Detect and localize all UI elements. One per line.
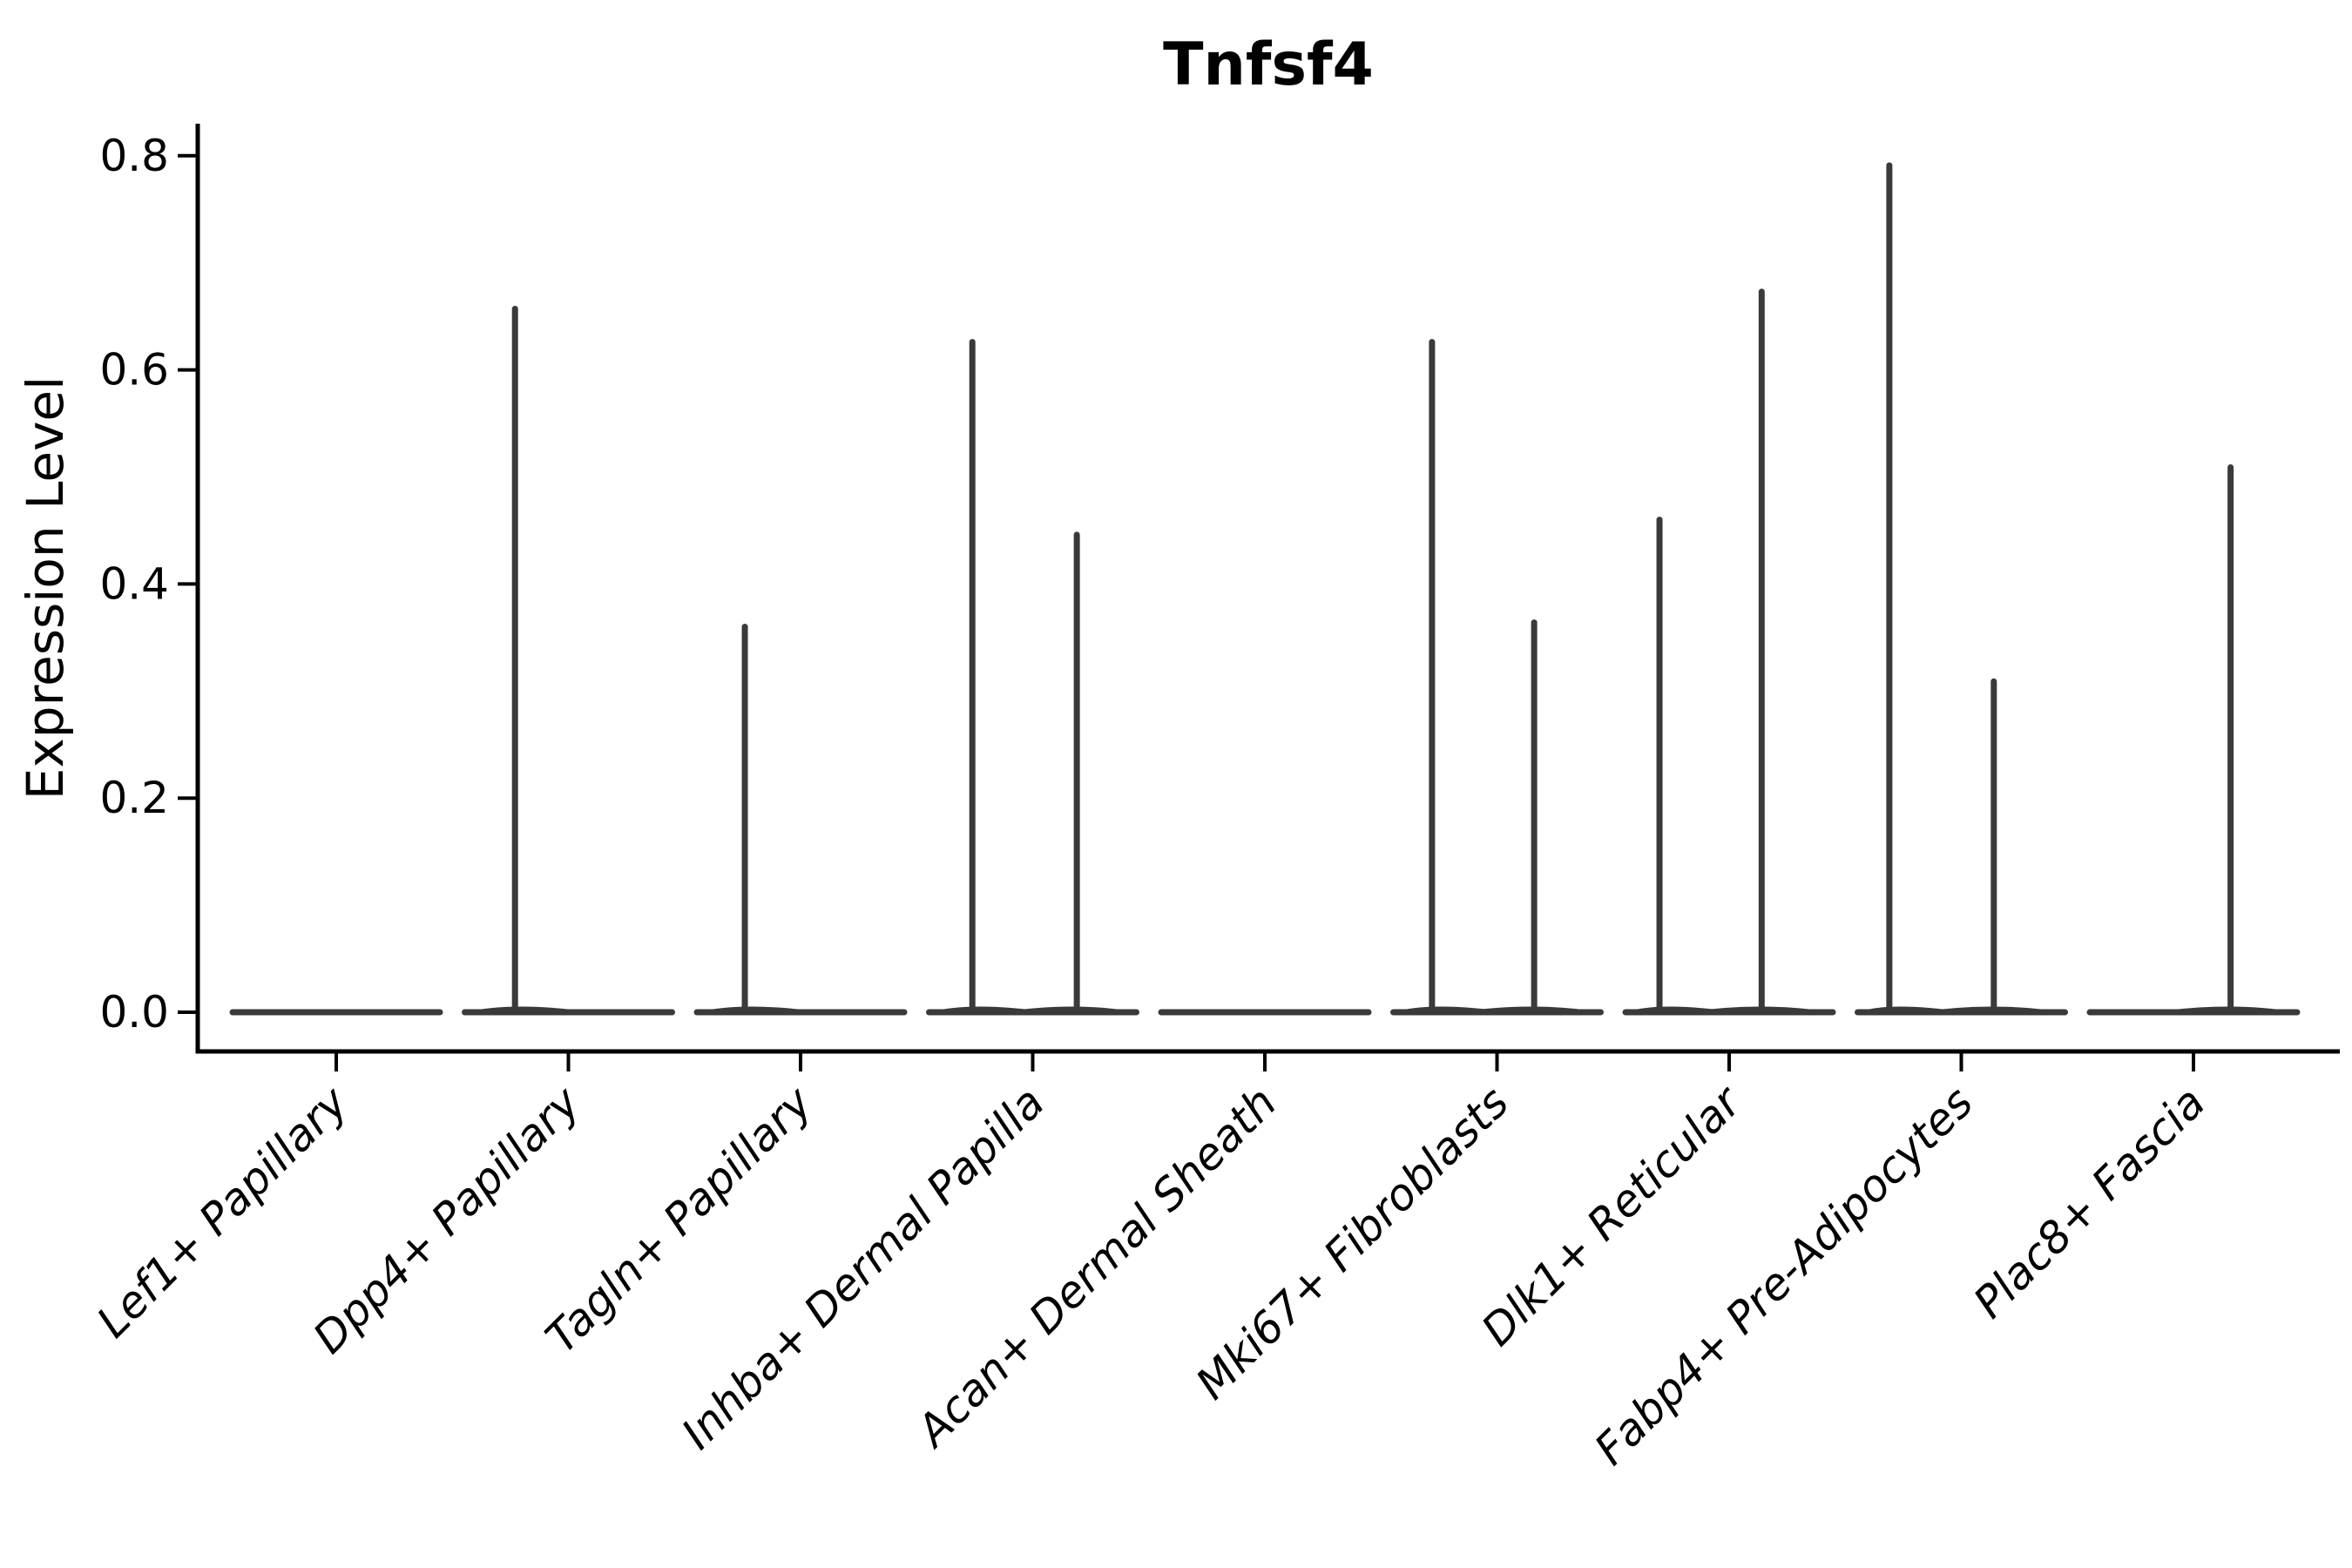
x-tick-label: Lef1+ Papillary bbox=[87, 1076, 358, 1347]
y-axis-label: Expression Level bbox=[16, 376, 75, 800]
y-tick-label: 0.8 bbox=[99, 131, 169, 181]
x-tick-label: Fabp4+ Pre-Adipocytes bbox=[1585, 1077, 1983, 1475]
violin bbox=[1622, 288, 1836, 1016]
y-tick-label: 0.4 bbox=[99, 558, 169, 609]
violin bbox=[1855, 162, 2068, 1016]
y-tick-label: 0.2 bbox=[99, 773, 169, 823]
y-tick-label: 0.6 bbox=[99, 345, 169, 395]
chart-title: Tnfsf4 bbox=[1163, 30, 1374, 99]
y-tick-label: 0.0 bbox=[99, 987, 169, 1037]
violin bbox=[462, 306, 675, 1016]
violin bbox=[926, 339, 1139, 1016]
x-tick-label: Plac8+ Fascia bbox=[1964, 1077, 2215, 1328]
violin bbox=[2086, 463, 2301, 1016]
y-axis-ticks: 0.0 0.2 0.4 0.6 0.8 bbox=[99, 131, 198, 1037]
violin bbox=[1390, 339, 1604, 1016]
violins bbox=[229, 162, 2301, 1016]
violin bbox=[693, 624, 908, 1016]
